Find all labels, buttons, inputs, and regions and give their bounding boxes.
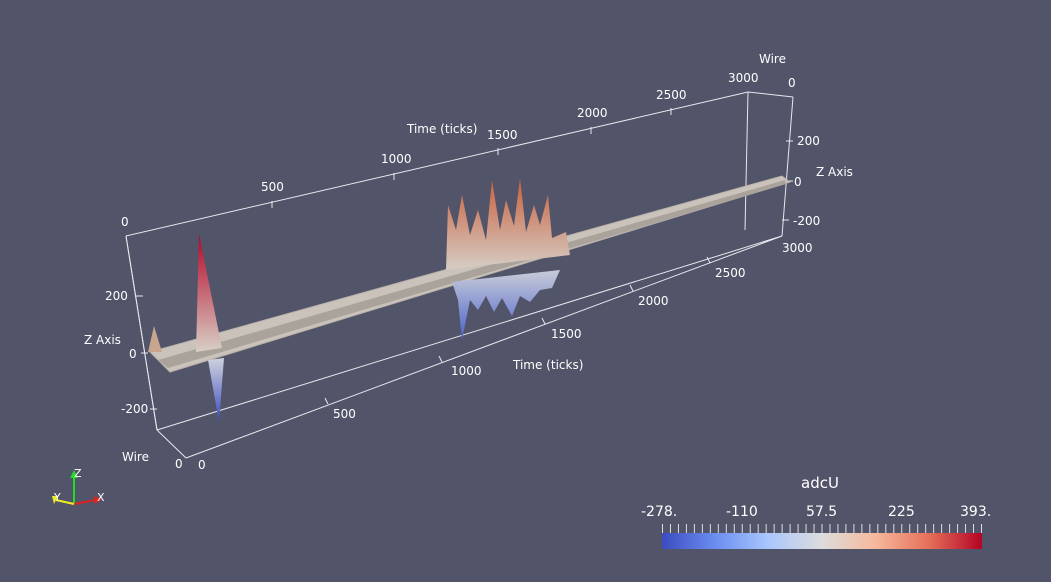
bounding-box — [125, 91, 794, 459]
front-wire-axis-title: Wire — [122, 450, 149, 464]
front-z-tick-200: 200 — [105, 289, 128, 303]
back-time-tick-marks — [271, 108, 672, 208]
colorbar-tick-2: 57.5 — [806, 504, 838, 520]
front-wire-tick-b: 0 — [198, 458, 206, 472]
middle-burst-up — [446, 178, 570, 270]
left-edge-bump — [148, 326, 162, 352]
back-z-axis-title: Z Axis — [816, 165, 853, 179]
colorbar-tick-4: 393. — [960, 504, 992, 520]
front-z-axis-title: Z Axis — [84, 333, 121, 347]
front-z-tick-0: 0 — [129, 347, 137, 361]
back-time-axis-title: Time (ticks) — [407, 122, 478, 136]
back-time-tick-2000: 2000 — [577, 106, 608, 120]
back-time-tick-1000: 1000 — [381, 152, 412, 166]
front-time-tick-marks — [324, 256, 711, 405]
middle-burst-down — [452, 270, 560, 340]
colorbar-tick-1: -110 — [726, 504, 758, 520]
orientation-axes-widget — [52, 470, 102, 505]
left-peak-up — [196, 234, 222, 352]
colorbar-minor-ticks — [662, 524, 982, 533]
orientation-x-label: X — [97, 491, 105, 504]
front-wire-tick-a: 0 — [175, 457, 183, 471]
back-time-tick-1500: 1500 — [487, 128, 518, 142]
signal-surface-shade — [158, 180, 786, 368]
back-z-tick-minus200: -200 — [793, 214, 821, 228]
back-time-tick-0: 0 — [121, 215, 129, 229]
back-time-tick-500: 500 — [261, 180, 284, 194]
orientation-y-label: Y — [54, 491, 61, 504]
colorbar-tick-3: 225 — [888, 504, 915, 520]
orientation-z-label: Z — [74, 467, 82, 480]
front-z-tick-minus200: -200 — [121, 402, 149, 416]
back-z-tick-0: 0 — [794, 175, 802, 189]
front-time-tick-3000: 3000 — [782, 241, 813, 255]
front-time-tick-1500: 1500 — [551, 327, 582, 341]
front-time-tick-2500: 2500 — [715, 266, 746, 280]
front-time-tick-2000: 2000 — [638, 294, 669, 308]
back-wire-tick: 0 — [788, 76, 796, 90]
back-time-tick-2500: 2500 — [656, 88, 687, 102]
front-time-tick-1000: 1000 — [451, 364, 482, 378]
colorbar-title: adcU — [801, 474, 839, 492]
back-wire-axis-title: Wire — [759, 52, 786, 66]
left-peak-down — [208, 358, 224, 422]
back-time-tick-3000: 3000 — [728, 71, 759, 85]
front-time-axis-title: Time (ticks) — [513, 358, 584, 372]
back-z-tick-200: 200 — [797, 134, 820, 148]
colorbar-gradient — [662, 533, 982, 549]
front-time-tick-500: 500 — [333, 407, 356, 421]
colorbar-tick-0: -278. — [641, 504, 678, 520]
